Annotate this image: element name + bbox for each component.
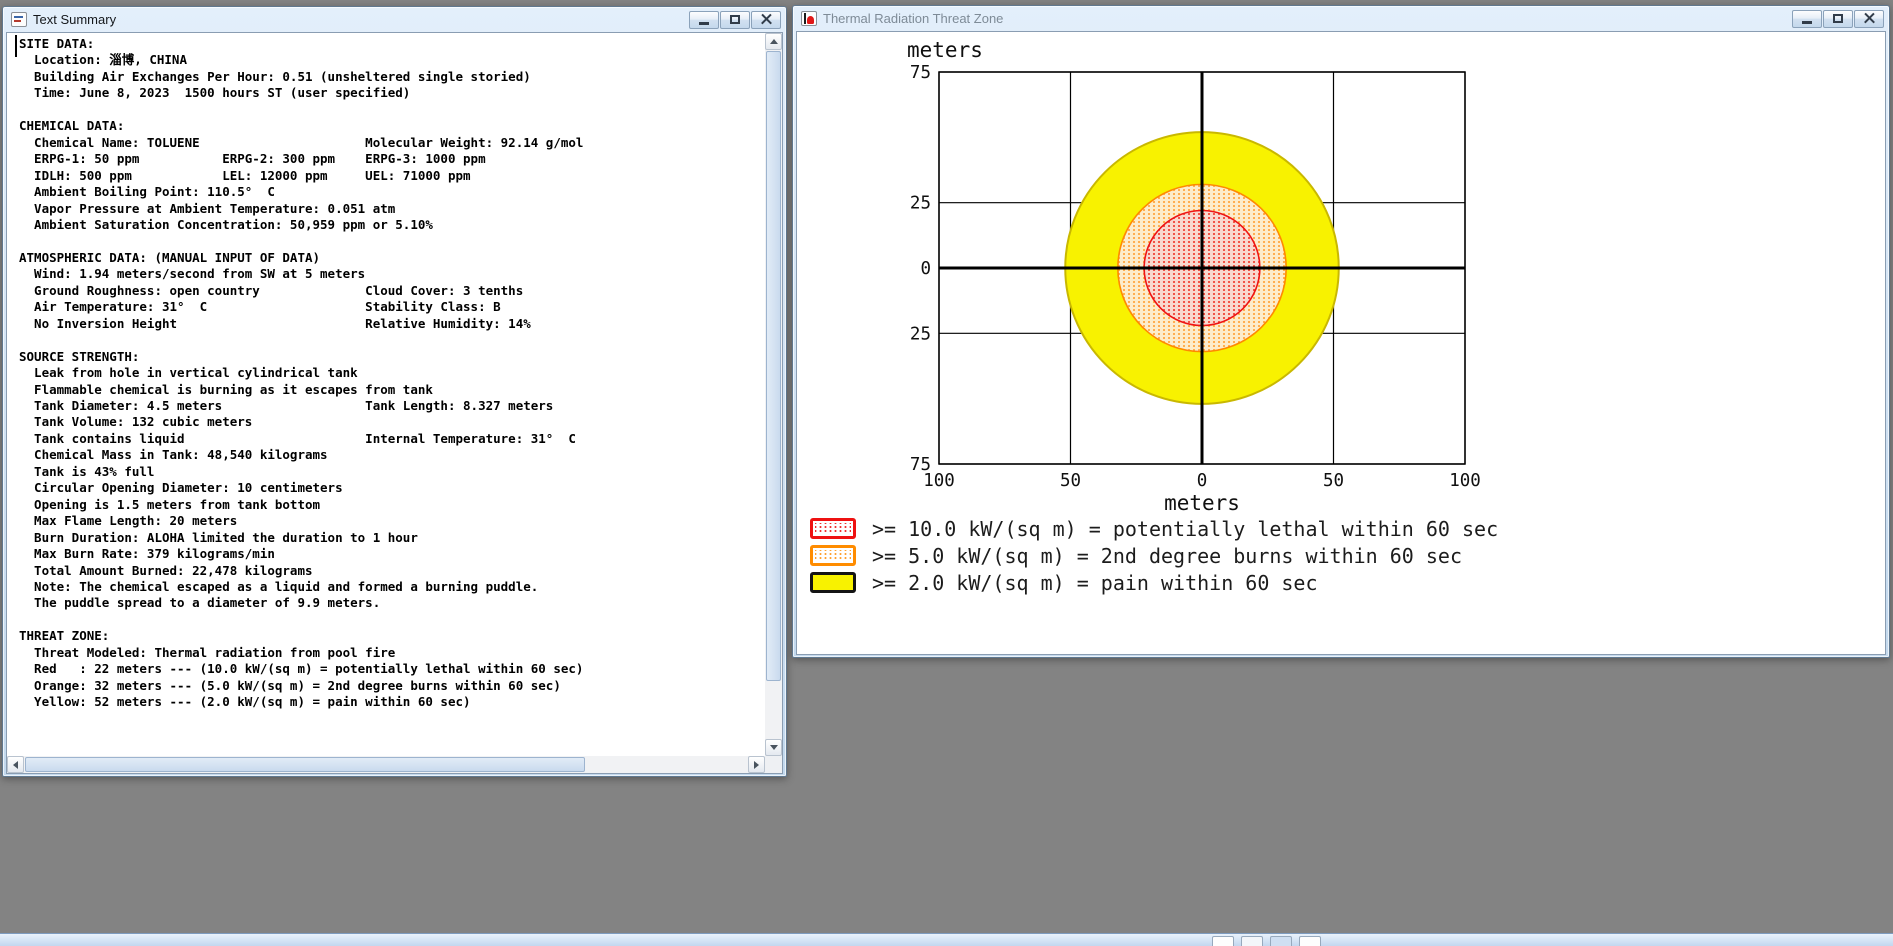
scroll-right-button[interactable] xyxy=(748,756,765,773)
taskbar[interactable] xyxy=(0,933,1893,946)
taskbar-icon-3[interactable] xyxy=(1270,936,1292,946)
svg-text:75: 75 xyxy=(910,455,931,475)
legend-row-orange: >= 5.0 kW/(sq m) = 2nd degree burns with… xyxy=(810,543,1498,568)
svg-text:25: 25 xyxy=(910,194,931,214)
close-button[interactable] xyxy=(1854,9,1884,28)
scroll-left-button[interactable] xyxy=(7,756,24,773)
legend-label-red: >= 10.0 kW/(sq m) = potentially lethal w… xyxy=(872,516,1499,541)
svg-text:0: 0 xyxy=(1197,471,1208,491)
legend-label-orange: >= 5.0 kW/(sq m) = 2nd degree burns with… xyxy=(872,543,1463,568)
close-button[interactable] xyxy=(751,10,781,29)
legend-label-yellow: >= 2.0 kW/(sq m) = pain within 60 sec xyxy=(872,570,1318,595)
vertical-scrollbar[interactable] xyxy=(765,33,782,756)
taskbar-icon-2[interactable] xyxy=(1241,936,1263,946)
maximize-button[interactable] xyxy=(1823,9,1853,28)
legend-row-yellow: >= 2.0 kW/(sq m) = pain within 60 sec xyxy=(810,570,1498,595)
text-summary-title: Text Summary xyxy=(33,12,117,27)
threat-zone-icon xyxy=(801,11,817,26)
horizontal-scroll-thumb[interactable] xyxy=(25,757,585,772)
vertical-scroll-thumb[interactable] xyxy=(766,51,781,681)
threat-zone-window: Thermal Radiation Threat Zone 100 50 0 50 10… xyxy=(792,5,1890,658)
threat-zone-client: 100 50 0 50 100 75 25 0 25 75 meters meters >= 10.0… xyxy=(796,31,1886,655)
arrow-right-icon xyxy=(754,760,759,769)
svg-text:25: 25 xyxy=(910,324,931,344)
horizontal-scrollbar[interactable] xyxy=(7,756,765,773)
minimize-button[interactable] xyxy=(1792,9,1822,28)
summary-text: SITE DATA: Location: 淄博, CHINA Building … xyxy=(19,36,584,710)
threat-zone-titlebar[interactable]: Thermal Radiation Threat Zone xyxy=(796,6,1886,31)
summary-text-area[interactable]: SITE DATA: Location: 淄博, CHINA Building … xyxy=(7,33,765,756)
arrow-down-icon xyxy=(769,745,778,750)
text-summary-icon xyxy=(11,12,27,27)
orange-zone-swatch xyxy=(810,545,856,566)
svg-text:75: 75 xyxy=(910,63,931,83)
arrow-up-icon xyxy=(769,39,778,44)
red-zone-swatch xyxy=(810,518,856,539)
text-caret xyxy=(15,35,17,57)
close-icon xyxy=(760,13,773,26)
arrow-left-icon xyxy=(13,760,18,769)
minimize-icon xyxy=(1802,21,1812,24)
svg-text:50: 50 xyxy=(1323,471,1344,491)
scroll-up-button[interactable] xyxy=(765,33,782,50)
scroll-down-button[interactable] xyxy=(765,739,782,756)
svg-text:meters: meters xyxy=(907,38,983,62)
taskbar-icon-1[interactable] xyxy=(1212,936,1234,946)
maximize-icon xyxy=(1833,14,1843,23)
threat-zone-title: Thermal Radiation Threat Zone xyxy=(823,11,1004,26)
minimize-icon xyxy=(699,22,709,25)
minimize-button[interactable] xyxy=(689,10,719,29)
svg-text:50: 50 xyxy=(1060,471,1081,491)
threat-legend: >= 10.0 kW/(sq m) = potentially lethal w… xyxy=(810,516,1499,599)
legend-row-red: >= 10.0 kW/(sq m) = potentially lethal w… xyxy=(810,516,1499,541)
yellow-zone-swatch xyxy=(810,572,856,593)
maximize-button[interactable] xyxy=(720,10,750,29)
text-summary-client: SITE DATA: Location: 淄博, CHINA Building … xyxy=(6,32,783,774)
close-icon xyxy=(1863,12,1876,25)
svg-text:100: 100 xyxy=(923,471,955,491)
text-summary-window: Text Summary SITE DATA: Location: 淄博, CH… xyxy=(2,6,787,777)
scrollbar-corner xyxy=(765,756,782,773)
svg-text:meters: meters xyxy=(1164,491,1240,515)
svg-text:100: 100 xyxy=(1449,471,1481,491)
window-controls xyxy=(689,10,781,29)
svg-text:0: 0 xyxy=(920,259,931,279)
text-summary-titlebar[interactable]: Text Summary xyxy=(6,7,783,32)
window-controls xyxy=(1792,9,1884,28)
maximize-icon xyxy=(730,15,740,24)
taskbar-icon-4[interactable] xyxy=(1299,936,1321,946)
